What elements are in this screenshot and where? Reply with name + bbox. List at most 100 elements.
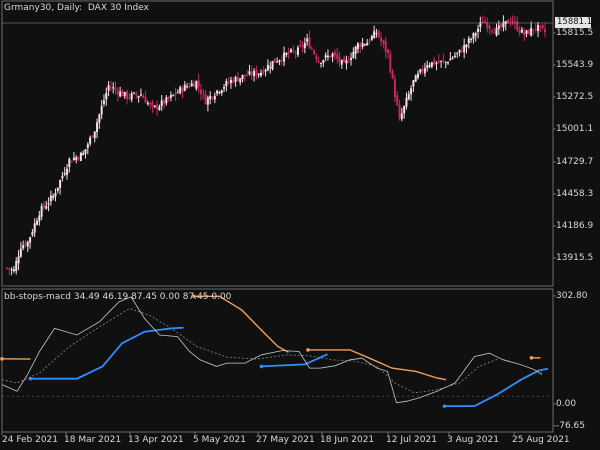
price-axis-label: 13915.5 [556,253,594,263]
bull-candle [33,223,36,233]
bull-candle [303,43,306,49]
bull-candle [497,25,500,29]
price-axis-label: 15001.1 [556,124,594,134]
bull-candle [414,75,417,82]
bull-candle [419,69,422,73]
bear-candle [197,80,200,88]
bull-candle [440,60,443,62]
price-axis-label: 14729.7 [556,157,594,167]
bull-candle [266,65,269,71]
bear-candle [343,57,346,63]
bull-candle [216,90,219,94]
indicator-header: bb-stops-macd 34.49 46.19 87.45 0.00 87.… [4,292,231,303]
bull-candle [137,96,140,98]
bull-candle [12,269,15,272]
bull-candle [220,90,223,93]
bear-candle [386,49,389,54]
bull-candle [451,57,454,59]
bull-candle [340,60,343,65]
bull-candle [31,232,34,236]
bull-candle [29,237,32,243]
bear-candle [181,87,184,92]
bull-candle [435,62,438,64]
bull-candle [271,60,274,70]
bear-candle [250,71,253,76]
bull-candle [100,106,103,115]
bear-candle [188,86,191,88]
lower-stop-start-dot [259,364,264,369]
bull-candle [474,33,477,36]
bear-candle [493,31,496,34]
bear-candle [500,23,503,28]
price-axis-label: 14186.9 [556,221,594,231]
bear-candle [199,89,202,94]
bull-candle [283,52,286,62]
bear-candle [6,267,8,269]
bull-candle [206,97,209,105]
bull-candle [132,92,135,94]
bear-candle [389,54,392,72]
bull-candle [105,92,108,100]
bull-candle [366,42,369,46]
bear-candle [336,54,339,59]
bear-candle [42,204,45,208]
bull-candle [278,60,281,62]
bear-candle [163,100,166,104]
indicator-value: 0.00 [211,292,232,302]
bear-candle [396,95,399,106]
bull-candle [160,100,163,107]
bear-candle [24,242,27,246]
bull-candle [239,78,242,83]
bull-candle [373,31,376,39]
bear-candle [338,56,341,63]
bear-candle [273,58,276,63]
bull-candle [495,28,498,36]
bear-candle [121,91,124,97]
bear-candle [507,19,510,24]
bull-candle [410,88,413,95]
bull-candle [412,80,415,87]
bear-candle [442,59,445,61]
bear-candle [70,161,73,163]
bear-candle [433,59,436,65]
current-price-tag: 15881.1 [555,17,593,28]
bull-candle [405,98,408,107]
instrument-description: DAX 30 Index [87,3,149,13]
bull-candle [130,93,133,100]
bear-candle [310,48,313,50]
bull-candle [213,95,216,100]
bear-candle [532,29,535,31]
indicator-pane-border [1,288,554,433]
bear-candle [211,97,214,99]
indicator-axis-label: 302.80 [556,291,588,301]
time-axis-label: 3 Aug 2021 [447,435,499,445]
bull-candle [269,66,272,68]
bear-candle [174,92,177,95]
bear-candle [516,21,519,31]
bear-candle [368,40,371,42]
bear-candle [437,60,440,63]
bear-candle [91,135,94,138]
bull-candle [61,175,64,179]
bull-candle [465,44,468,48]
bear-candle [294,52,297,54]
bull-candle [479,22,482,27]
upper-stop-start-dot [192,294,196,299]
bull-candle [223,87,226,89]
bear-candle [460,50,463,53]
bull-candle [400,113,403,120]
time-axis-label: 25 Aug 2021 [512,435,570,445]
bull-candle [447,62,450,64]
bear-candle [523,31,526,36]
bull-candle [38,215,41,222]
bull-candle [96,122,99,133]
bear-candle [329,55,332,58]
bull-candle [54,193,57,197]
indicator-axis-label: 0.00 [556,399,577,409]
time-axis-label: 27 May 2021 [256,435,315,445]
bear-candle [142,96,145,99]
bull-candle [56,187,59,191]
bull-candle [463,45,466,53]
